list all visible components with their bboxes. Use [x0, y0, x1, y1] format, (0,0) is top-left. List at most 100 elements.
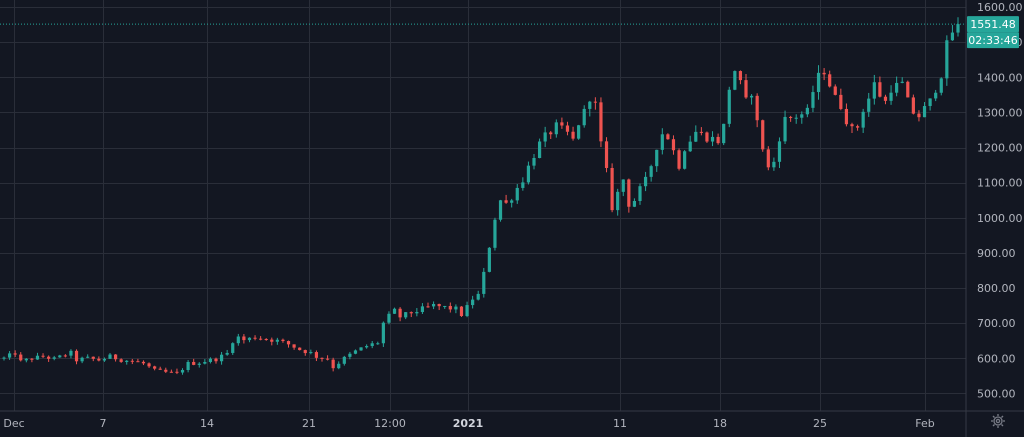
candle — [549, 131, 553, 139]
candle — [175, 368, 179, 375]
y-tick-label: 600.00 — [977, 352, 1016, 365]
candle — [498, 199, 503, 222]
candle — [471, 295, 475, 309]
candle — [917, 110, 921, 122]
candle — [130, 358, 134, 365]
candle — [113, 354, 118, 362]
candle — [655, 149, 659, 172]
candle — [928, 98, 932, 111]
candle — [900, 77, 904, 84]
candle — [426, 302, 430, 308]
y-tick-label: 1200.00 — [977, 142, 1023, 155]
y-tick-label: 700.00 — [977, 317, 1016, 330]
candle — [353, 349, 358, 355]
candle — [214, 357, 218, 364]
x-tick-label: 7 — [100, 417, 107, 430]
x-tick-label: 11 — [613, 417, 627, 430]
candle — [627, 178, 631, 213]
candle — [365, 344, 369, 349]
candle — [342, 355, 346, 366]
candle — [660, 128, 664, 155]
candle — [63, 354, 67, 358]
candle — [13, 350, 17, 358]
candle — [309, 349, 313, 355]
y-tick-label: 1300.00 — [977, 106, 1023, 119]
candle — [504, 194, 508, 204]
candle — [710, 131, 715, 147]
candle — [125, 360, 129, 365]
candle — [677, 148, 681, 171]
candle — [716, 133, 720, 145]
candle — [158, 366, 162, 370]
countdown-label: 02:33:46 — [968, 34, 1017, 47]
candle — [303, 349, 307, 356]
candle — [705, 131, 709, 143]
candle — [783, 110, 787, 145]
candle — [476, 290, 480, 301]
candle — [727, 86, 731, 128]
candle — [459, 306, 464, 317]
candle — [699, 127, 703, 136]
candle — [431, 301, 436, 310]
y-tick-label: 1100.00 — [977, 177, 1023, 190]
candle — [738, 70, 743, 85]
candle — [543, 126, 547, 148]
candle — [203, 359, 207, 365]
candle — [119, 358, 123, 363]
candle — [281, 338, 285, 343]
candle — [24, 358, 28, 363]
candle — [889, 85, 893, 105]
x-tick-label: 12:00 — [374, 417, 406, 430]
candle — [789, 115, 793, 122]
candle — [275, 337, 279, 345]
candle — [136, 358, 140, 363]
candle — [102, 357, 107, 362]
last-price-tag: 1551.48 — [967, 16, 1019, 33]
candle — [69, 349, 73, 359]
candle — [381, 321, 385, 347]
candle — [404, 312, 408, 320]
candle — [97, 356, 101, 362]
candle — [259, 336, 263, 341]
candle — [521, 177, 525, 191]
candle — [448, 302, 452, 313]
x-tick-label: 14 — [200, 417, 214, 430]
candle — [493, 217, 497, 251]
candle — [666, 133, 670, 140]
candle — [945, 35, 949, 86]
candle — [331, 357, 335, 372]
candle — [482, 267, 486, 298]
candle — [850, 122, 854, 134]
candle — [604, 137, 609, 173]
price-tags: 1551.48 02:33:46 — [967, 16, 1019, 49]
grid — [0, 0, 966, 411]
time-axis[interactable]: Dec 7 14 21 12:00 2021 11 18 25 Feb — [3, 417, 934, 430]
candle — [671, 135, 676, 155]
candle — [359, 347, 363, 351]
candle — [409, 311, 413, 318]
candle — [934, 89, 938, 102]
candle — [844, 103, 849, 127]
candle — [80, 356, 84, 364]
candle — [186, 360, 190, 373]
candle — [337, 361, 341, 370]
candle — [236, 333, 240, 346]
x-tick-label: 18 — [713, 417, 727, 430]
candle — [805, 104, 809, 118]
candle — [420, 303, 425, 314]
gear-icon[interactable] — [991, 414, 1005, 428]
candle — [437, 303, 441, 311]
candle — [208, 357, 213, 364]
candle — [487, 247, 491, 273]
last-price-label: 1551.48 — [970, 18, 1016, 31]
candle — [800, 111, 804, 124]
candle — [325, 355, 330, 361]
candle — [147, 362, 151, 368]
x-tick-label: 2021 — [453, 417, 484, 430]
candle — [610, 163, 614, 213]
candle — [694, 125, 698, 143]
y-tick-label: 500.00 — [977, 387, 1016, 400]
candle — [415, 308, 419, 317]
